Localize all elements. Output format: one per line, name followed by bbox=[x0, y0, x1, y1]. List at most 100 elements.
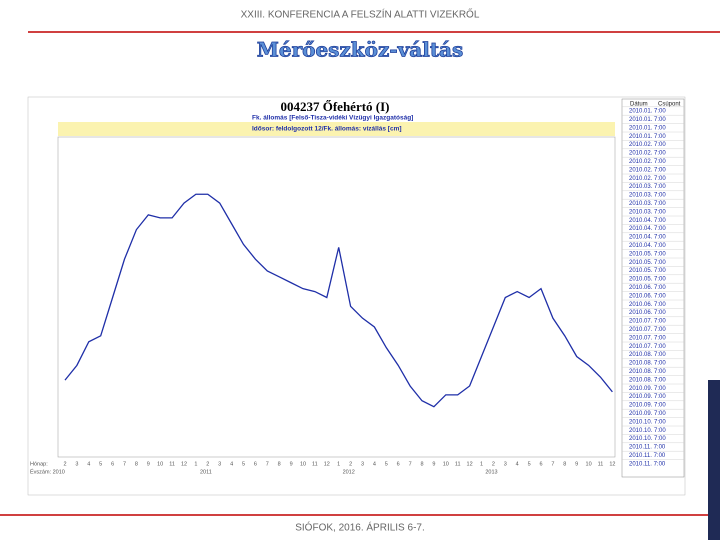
x-tick-label: 5 bbox=[385, 461, 388, 467]
table-cell: 2010.01. 7:00 bbox=[629, 125, 666, 131]
table-cell: 2010.04. 7:00 bbox=[629, 235, 666, 241]
table-cell: 2010.02. 7:00 bbox=[629, 159, 666, 165]
x-tick-label: 9 bbox=[290, 461, 293, 467]
table-cell: 2010.05. 7:00 bbox=[629, 251, 666, 257]
x-tick-label: 10 bbox=[300, 461, 306, 467]
table-cell: 2010.10. 7:00 bbox=[629, 419, 666, 425]
x-tick-label: 3 bbox=[361, 461, 364, 467]
x-tick-label: 7 bbox=[123, 461, 126, 467]
x-tick-label: 7 bbox=[409, 461, 412, 467]
x-tick-label: 7 bbox=[266, 461, 269, 467]
year-tick-label: 2013 bbox=[485, 469, 497, 475]
x-tick-label: 12 bbox=[181, 461, 187, 467]
x-tick-label: 5 bbox=[242, 461, 245, 467]
table-cell: 2010.03. 7:00 bbox=[629, 209, 666, 215]
x-tick-label: 2 bbox=[492, 461, 495, 467]
table-cell: 2010.06. 7:00 bbox=[629, 285, 666, 291]
year-tick-label: 2012 bbox=[343, 469, 355, 475]
x-tick-label: 7 bbox=[551, 461, 554, 467]
x-tick-label: 1 bbox=[480, 461, 483, 467]
x-tick-label: 5 bbox=[528, 461, 531, 467]
x-tick-label: 9 bbox=[575, 461, 578, 467]
table-cell: 2010.11. 7:00 bbox=[629, 453, 666, 459]
x-tick-label: 6 bbox=[539, 461, 542, 467]
x-tick-label: 2 bbox=[349, 461, 352, 467]
table-cell: 2010.08. 7:00 bbox=[629, 369, 666, 375]
x-axis-label: Hónap: bbox=[30, 461, 48, 467]
table-cell: 2010.08. 7:00 bbox=[629, 361, 666, 367]
table-cell: 2010.10. 7:00 bbox=[629, 436, 666, 442]
x-tick-label: 12 bbox=[609, 461, 615, 467]
table-cell: 2010.06. 7:00 bbox=[629, 293, 666, 299]
table-cell: 2010.02. 7:00 bbox=[629, 167, 666, 173]
table-cell: 2010.07. 7:00 bbox=[629, 327, 666, 333]
x-tick-label: 1 bbox=[337, 461, 340, 467]
table-cell: 2010.05. 7:00 bbox=[629, 268, 666, 274]
footer: SIÓFOK, 2016. ÁPRILIS 6-7. bbox=[295, 521, 425, 534]
slide-title: Mérőeszköz-váltás bbox=[257, 38, 464, 62]
x-tick-label: 2 bbox=[206, 461, 209, 467]
table-cell: 2010.04. 7:00 bbox=[629, 243, 666, 249]
x-tick-label: 11 bbox=[455, 461, 461, 467]
table-cell: 2010.11. 7:00 bbox=[629, 461, 666, 467]
x-tick-label: 10 bbox=[443, 461, 449, 467]
water-level-line bbox=[64, 193, 613, 408]
table-cell: 2010.09. 7:00 bbox=[629, 394, 666, 400]
table-header: Dátum bbox=[630, 102, 648, 108]
x-tick-label: 4 bbox=[87, 461, 90, 467]
table-cell: 2010.05. 7:00 bbox=[629, 260, 666, 266]
table-cell: 2010.07. 7:00 bbox=[629, 335, 666, 341]
x-tick-label: 8 bbox=[563, 461, 566, 467]
header: XXIII. KONFERENCIA A FELSZÍN ALATTI VIZE… bbox=[241, 7, 480, 21]
table-cell: 2010.06. 7:00 bbox=[629, 310, 666, 316]
x-tick-label: 1 bbox=[194, 461, 197, 467]
x-tick-label: 11 bbox=[169, 461, 175, 467]
x-tick-label: 11 bbox=[598, 461, 604, 467]
x-tick-label: 8 bbox=[420, 461, 423, 467]
info-band bbox=[58, 122, 615, 136]
x-tick-label: 3 bbox=[75, 461, 78, 467]
table-cell: 2010.11. 7:00 bbox=[629, 445, 666, 451]
table-cell: 2010.04. 7:00 bbox=[629, 218, 666, 224]
x-tick-label: 6 bbox=[254, 461, 257, 467]
x-tick-label: 6 bbox=[397, 461, 400, 467]
table-cell: 2010.05. 7:00 bbox=[629, 277, 666, 283]
table-cell: 2010.03. 7:00 bbox=[629, 184, 666, 190]
x-tick-label: 4 bbox=[516, 461, 519, 467]
x-tick-label: 3 bbox=[504, 461, 507, 467]
table-cell: 2010.04. 7:00 bbox=[629, 226, 666, 232]
year-label: Évszám: 2010 bbox=[30, 468, 65, 475]
x-tick-label: 4 bbox=[373, 461, 376, 467]
table-cell: 2010.03. 7:00 bbox=[629, 201, 666, 207]
x-tick-label: 11 bbox=[312, 461, 318, 467]
table-cell: 2010.10. 7:00 bbox=[629, 428, 666, 434]
x-tick-label: 8 bbox=[135, 461, 138, 467]
x-tick-label: 2 bbox=[63, 461, 66, 467]
side-bar bbox=[708, 380, 720, 540]
table-cell: 2010.01. 7:00 bbox=[629, 109, 666, 115]
data-table bbox=[621, 98, 685, 478]
table-cell: 2010.06. 7:00 bbox=[629, 302, 666, 308]
table-cell: 2010.02. 7:00 bbox=[629, 176, 666, 182]
table-cell: 2010.01. 7:00 bbox=[629, 134, 666, 140]
table-cell: 2010.01. 7:00 bbox=[629, 117, 666, 123]
plot-area bbox=[57, 136, 616, 458]
series-label: Idősor: feldolgozott 12/Fk. állomás: víz… bbox=[252, 126, 402, 133]
table-cell: 2010.08. 7:00 bbox=[629, 377, 666, 383]
table-cell: 2010.08. 7:00 bbox=[629, 352, 666, 358]
x-tick-label: 6 bbox=[111, 461, 114, 467]
x-tick-label: 12 bbox=[467, 461, 473, 467]
table-cell: 2010.09. 7:00 bbox=[629, 403, 666, 409]
x-tick-label: 9 bbox=[432, 461, 435, 467]
x-tick-label: 10 bbox=[586, 461, 592, 467]
table-header: Csúpont bbox=[658, 102, 681, 108]
x-tick-label: 5 bbox=[99, 461, 102, 467]
table-cell: 2010.07. 7:00 bbox=[629, 344, 666, 350]
x-tick-label: 8 bbox=[278, 461, 281, 467]
x-tick-label: 10 bbox=[157, 461, 163, 467]
table-cell: 2010.02. 7:00 bbox=[629, 142, 666, 148]
chart-subtitle: Fk. állomás [Felső-Tisza-vidéki Vízügyi … bbox=[252, 115, 413, 122]
x-tick-label: 12 bbox=[324, 461, 330, 467]
